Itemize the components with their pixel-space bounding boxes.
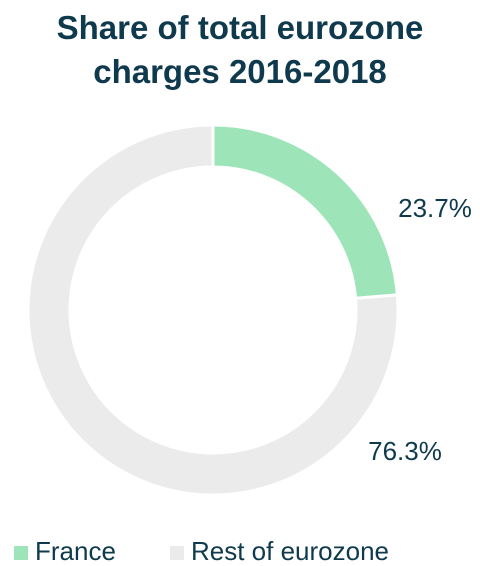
data-label: 76.3% bbox=[368, 436, 442, 466]
donut-segment bbox=[26, 123, 400, 497]
legend-swatch bbox=[170, 546, 184, 560]
legend-swatch bbox=[14, 546, 28, 560]
chart-title: Share of total eurozone charges 2016-201… bbox=[56, 9, 424, 90]
legend-label: Rest of eurozone bbox=[191, 536, 389, 566]
data-label: 23.7% bbox=[398, 193, 472, 223]
donut-segment bbox=[211, 123, 400, 300]
legend-label: France bbox=[35, 536, 116, 566]
